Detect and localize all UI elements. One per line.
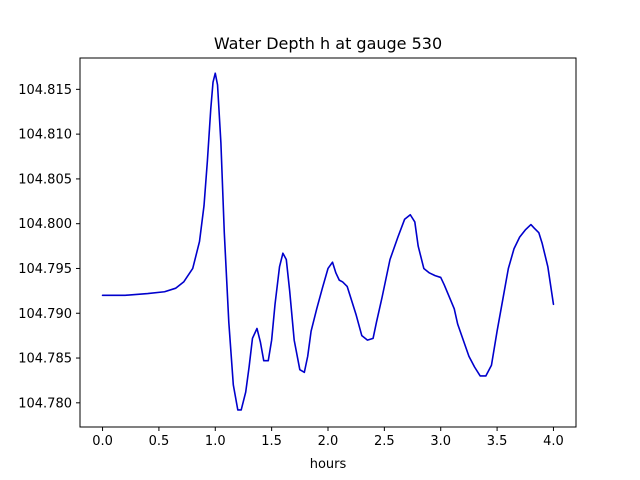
chart-title: Water Depth h at gauge 530 [214,34,442,53]
x-tick-label: 2.5 [374,434,395,449]
x-tick-label: 2.0 [318,434,339,449]
x-tick-label: 0.5 [149,434,170,449]
x-tick-label: 0.0 [92,434,113,449]
x-tick-label: 1.0 [205,434,226,449]
x-tick-label: 4.0 [543,434,564,449]
series-line-0 [101,72,555,411]
x-axis: 0.0 0.5 1.0 1.5 2.0 2.5 3.0 3.5 4.0 [92,427,564,449]
y-tick-label: 104.785 [18,352,72,367]
y-tick-label: 104.800 [18,217,72,232]
x-tick-label: 1.5 [261,434,282,449]
y-axis: 104.780 104.785 104.790 104.795 104.800 104.8… [18,83,80,411]
x-axis-label: hours [310,457,347,472]
y-tick-label: 104.810 [18,128,72,143]
y-tick-label: 104.790 [18,307,72,322]
y-tick-label: 104.795 [18,262,72,277]
x-tick-label: 3.5 [487,434,508,449]
y-tick-label: 104.780 [18,396,72,411]
x-tick-label: 3.0 [430,434,451,449]
series-layer [101,72,555,411]
y-tick-label: 104.815 [18,83,72,98]
y-tick-label: 104.805 [18,172,72,187]
